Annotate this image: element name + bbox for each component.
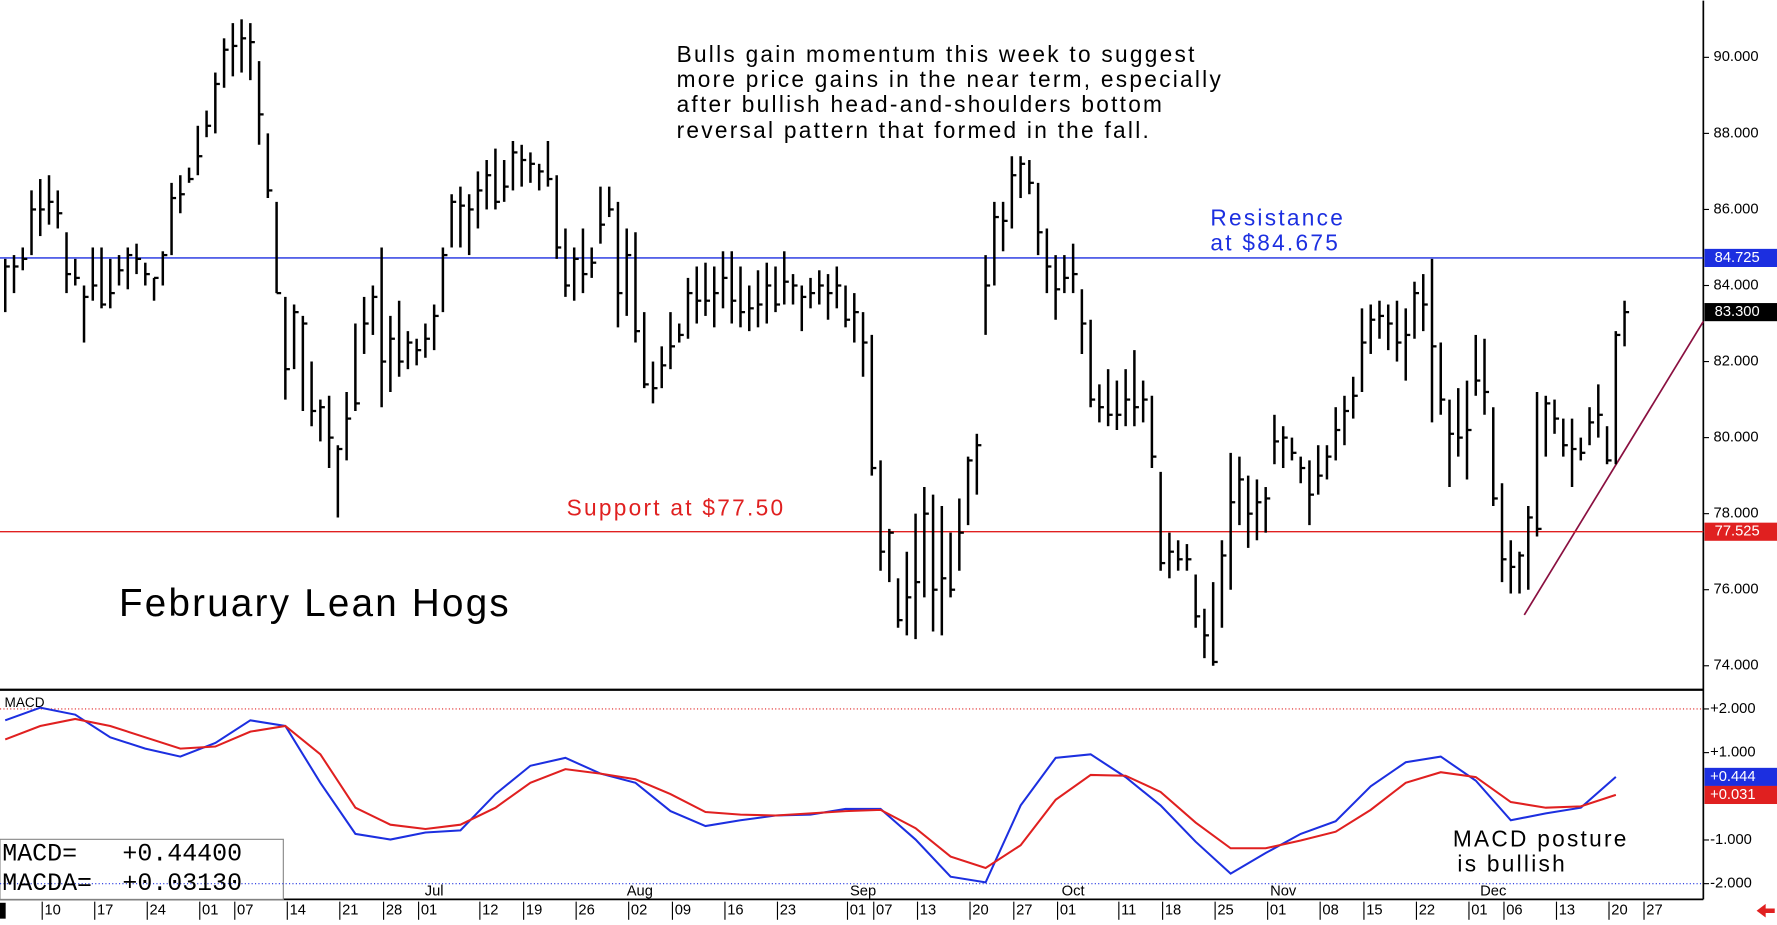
annotation: reversal pattern that formed in the fall… [677, 117, 1152, 143]
x-tick-label: 22 [1419, 903, 1435, 919]
readout-name: MACDA= [2, 870, 92, 898]
y-tick-label: 74.000 [1714, 658, 1759, 674]
month-label: Dec [1480, 883, 1506, 899]
x-tick-label: 25 [1217, 903, 1233, 919]
x-tick-label: 19 [526, 903, 542, 919]
x-tick-label: 06 [1506, 903, 1522, 919]
y-tick-label: 82.000 [1714, 353, 1759, 369]
value-marker-label: +0.031 [1710, 787, 1755, 803]
x-tick-label: 27 [1646, 903, 1662, 919]
x-tick-label: 14 [290, 903, 306, 919]
trend-line [1523, 320, 1705, 616]
x-tick-label: 09 [675, 903, 691, 919]
y2-tick-label: -2.000 [1710, 876, 1752, 892]
x-tick-label: 01 [202, 903, 218, 919]
month-label: Oct [1062, 883, 1085, 899]
corner-marker [0, 902, 6, 919]
readout-box [0, 838, 284, 900]
x-tick-label: 20 [1611, 903, 1627, 919]
y2-tick-label: +2.000 [1710, 701, 1755, 717]
y-tick-label: 84.000 [1714, 277, 1759, 293]
y-tick-label: 88.000 [1714, 125, 1759, 141]
x-tick-label: 26 [578, 903, 594, 919]
x-tick-label: 01 [421, 903, 437, 919]
x-tick-label: 01 [1471, 903, 1487, 919]
readout-value: +0.44400 [122, 841, 242, 869]
month-label: Jul [425, 883, 444, 899]
x-tick-label: 17 [97, 903, 113, 919]
x-tick-label: 07 [876, 903, 892, 919]
price-marker [1704, 248, 1777, 267]
resistance-label: Resistance [1210, 204, 1345, 230]
x-tick-label: 18 [1165, 903, 1181, 919]
readout-name: MACD= [2, 841, 77, 869]
y2-tick-label: +1.000 [1710, 745, 1755, 761]
y-tick-label: 80.000 [1714, 429, 1759, 445]
x-tick-label: 15 [1366, 903, 1382, 919]
month-label: Aug [627, 883, 653, 899]
x-tick-label: 23 [780, 903, 796, 919]
x-tick-label: 01 [850, 903, 866, 919]
x-tick-label: 01 [1270, 903, 1286, 919]
price-marker [1704, 303, 1777, 322]
y-tick-label: 90.000 [1714, 49, 1759, 65]
x-tick-label: 08 [1322, 903, 1338, 919]
price-marker-label: 77.525 [1715, 524, 1760, 540]
macd-label: MACD [5, 695, 45, 710]
x-tick-label: 24 [150, 903, 166, 919]
annotation: more price gains in the near term, espec… [677, 66, 1224, 92]
x-tick-label: 01 [1060, 903, 1076, 919]
chart-title: February Lean Hogs [119, 582, 511, 625]
readout-value: +0.03130 [122, 870, 242, 898]
scroll-arrow [1756, 903, 1775, 918]
macd-line [4, 706, 1617, 884]
resistance-label: at $84.675 [1210, 229, 1340, 255]
x-tick-label: 13 [1559, 903, 1575, 919]
macd-note: is bullish [1457, 850, 1567, 876]
price-marker [1704, 522, 1777, 541]
price-marker-label: 84.725 [1715, 250, 1760, 266]
annotation: after bullish head-and-shoulders bottom [677, 91, 1165, 117]
value-marker [1704, 785, 1777, 805]
price-marker-label: 83.300 [1715, 304, 1760, 320]
x-tick-label: 13 [920, 903, 936, 919]
value-marker-label: +0.444 [1710, 769, 1755, 785]
x-tick-label: 20 [972, 903, 988, 919]
x-tick-label: 12 [482, 903, 498, 919]
x-tick-label: 27 [1016, 903, 1032, 919]
support-label: Support at $77.50 [567, 495, 786, 521]
annotation: Bulls gain momentum this week to suggest [677, 41, 1197, 67]
macd-line [4, 717, 1617, 870]
x-tick-label: 10 [44, 903, 60, 919]
value-marker [1704, 767, 1777, 786]
macd-note: MACD posture [1453, 825, 1629, 851]
y-tick-label: 78.000 [1714, 506, 1759, 522]
month-label: Sep [850, 883, 876, 899]
y2-tick-label: -1.000 [1710, 832, 1752, 848]
y-tick-label: 86.000 [1714, 201, 1759, 217]
x-tick-label: 21 [342, 903, 358, 919]
x-tick-label: 16 [727, 903, 743, 919]
x-tick-label: 28 [386, 903, 402, 919]
x-tick-label: 02 [631, 903, 647, 919]
month-label: Nov [1270, 883, 1297, 899]
y-tick-label: 76.000 [1714, 582, 1759, 598]
x-tick-label: 07 [237, 903, 253, 919]
x-tick-label: 11 [1121, 903, 1136, 919]
